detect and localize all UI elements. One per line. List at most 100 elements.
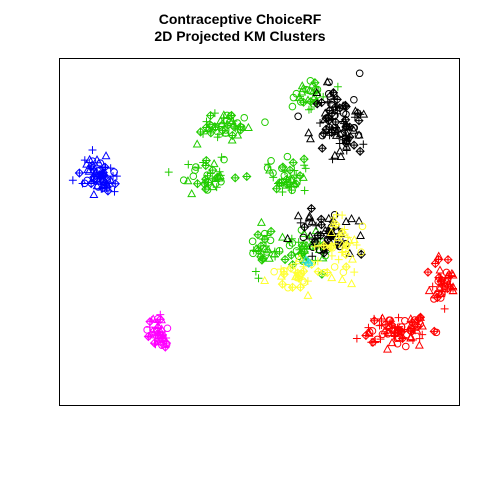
data-point-diamond-cross — [335, 103, 345, 113]
data-point-diamond-cross — [341, 240, 352, 250]
data-point-plus — [112, 172, 121, 181]
data-point-triangle — [305, 231, 315, 240]
data-point-plus — [300, 186, 309, 195]
data-point-plus — [343, 233, 352, 242]
data-point-triangle — [216, 116, 226, 125]
data-point-triangle — [264, 253, 274, 262]
data-point-diamond-cross — [201, 160, 211, 171]
data-point-diamond-cross — [205, 110, 216, 121]
data-point-diamond-cross — [201, 174, 211, 184]
data-point-triangle — [380, 326, 390, 335]
data-point-triangle — [327, 273, 337, 282]
data-point-circle — [330, 263, 339, 271]
data-point-circle — [300, 278, 309, 287]
data-point-plus — [254, 274, 263, 283]
data-point-plus — [316, 119, 325, 127]
data-point-diamond-cross — [155, 314, 165, 324]
data-point-triangle — [347, 278, 357, 288]
data-point-plus — [287, 186, 296, 195]
data-point-diamond-cross — [157, 334, 167, 344]
data-point-circle — [280, 267, 288, 275]
plot-frame — [59, 58, 460, 406]
data-point-triangle — [377, 313, 387, 322]
data-point-diamond-cross — [423, 267, 433, 277]
data-point-diamond-cross — [278, 162, 288, 172]
data-point-circle — [283, 152, 292, 161]
data-point-plus — [303, 277, 312, 286]
data-point-diamond-cross — [341, 138, 351, 149]
data-point-plus — [399, 333, 408, 342]
data-point-diamond-cross — [433, 254, 444, 265]
data-point-circle — [192, 163, 200, 171]
data-point-diamond-cross — [266, 226, 276, 237]
data-point-triangle — [312, 87, 322, 97]
data-point-triangle — [406, 320, 416, 329]
data-point-circle — [266, 236, 275, 245]
data-point-triangle — [347, 254, 357, 263]
data-point-circle — [350, 124, 359, 132]
data-point-triangle — [359, 109, 369, 118]
data-point-triangle — [85, 154, 95, 163]
data-point-circle — [267, 156, 275, 165]
data-point-triangle — [213, 172, 223, 181]
data-point-plus — [338, 135, 347, 144]
data-point-triangle — [307, 216, 317, 225]
data-point-plus — [251, 267, 260, 276]
data-point-circle — [385, 316, 394, 324]
data-point-triangle — [320, 114, 329, 123]
data-point-triangle — [227, 135, 237, 144]
data-point-circle — [395, 334, 403, 342]
data-point-diamond-cross — [145, 316, 155, 327]
data-point-triangle — [298, 172, 308, 181]
data-point-triangle — [295, 253, 305, 262]
data-point-plus — [215, 167, 224, 176]
data-point-circle — [227, 111, 235, 120]
data-point-triangle — [448, 286, 458, 295]
data-point-triangle — [304, 257, 314, 266]
data-point-circle — [339, 268, 348, 277]
data-point-plus — [418, 330, 427, 339]
data-point-circle — [94, 183, 103, 191]
data-point-circle — [288, 102, 297, 111]
data-point-triangle — [82, 159, 92, 168]
data-point-triangle — [406, 314, 416, 323]
data-point-plus — [263, 231, 271, 240]
data-point-diamond-cross — [192, 179, 203, 189]
data-point-plus — [88, 146, 97, 154]
data-point-diamond-cross — [405, 326, 415, 336]
data-point-triangle — [301, 255, 311, 264]
data-point-circle — [339, 109, 348, 117]
data-point-diamond-cross — [210, 122, 221, 132]
data-point-triangle — [263, 245, 273, 254]
data-point-triangle — [304, 128, 314, 137]
data-point-plus — [393, 323, 402, 332]
data-point-circle — [293, 273, 301, 282]
data-point-plus — [291, 259, 300, 268]
data-point-triangle — [192, 139, 202, 148]
data-point-triangle — [336, 151, 346, 160]
data-point-triangle — [406, 333, 416, 342]
data-point-plus — [164, 168, 173, 177]
data-point-plus — [299, 262, 308, 271]
data-point-circle — [179, 176, 188, 185]
data-point-plus — [350, 113, 359, 122]
chart-title-line-2: 2D Projected KM Clusters — [154, 28, 326, 44]
data-point-circle — [88, 157, 97, 165]
data-point-plus — [68, 176, 77, 185]
data-point-plus — [342, 146, 351, 155]
data-point-diamond-cross — [316, 97, 327, 108]
data-point-diamond-cross — [312, 99, 322, 109]
data-point-triangle — [278, 232, 287, 241]
data-point-circle — [284, 283, 292, 292]
data-point-diamond-cross — [295, 171, 305, 181]
data-point-diamond-cross — [208, 165, 218, 175]
data-point-diamond-cross — [328, 87, 339, 98]
data-point-triangle — [101, 151, 111, 160]
data-point-triangle — [333, 232, 343, 241]
data-point-diamond-cross — [337, 227, 347, 237]
data-point-triangle — [327, 125, 337, 134]
data-point-diamond-cross — [317, 143, 327, 153]
data-point-circle — [393, 334, 401, 343]
data-point-triangle — [412, 325, 422, 334]
